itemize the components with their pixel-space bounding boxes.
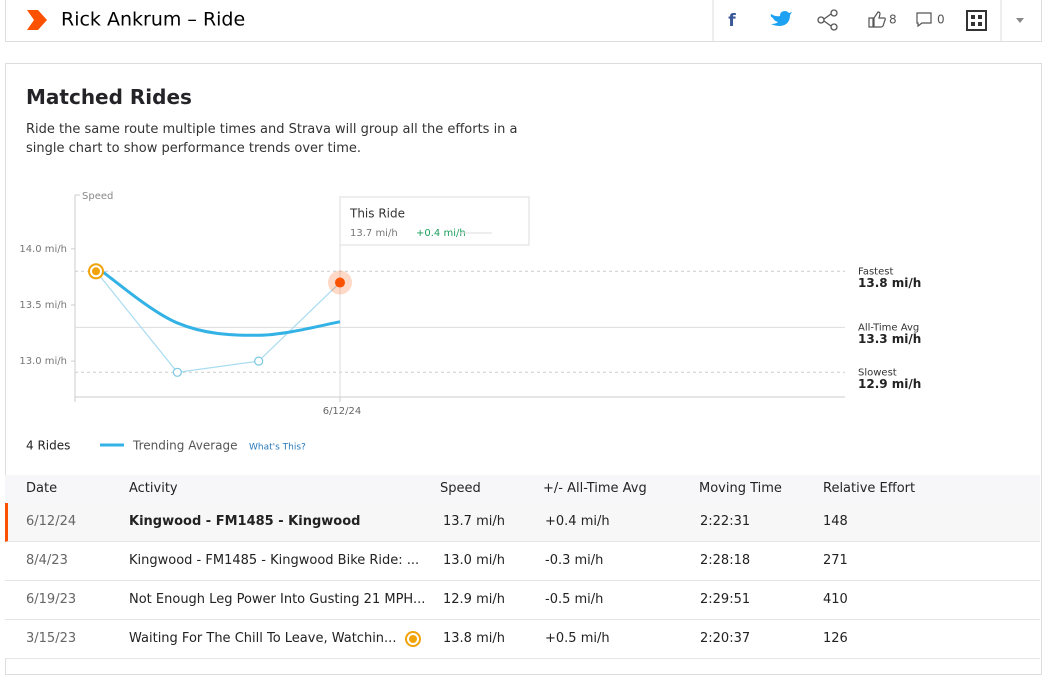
kudos-count: 8 [889, 13, 897, 27]
column-header: Date [26, 481, 58, 496]
comment-button[interactable] [916, 12, 932, 28]
table-cell: 6/12/24 [26, 514, 77, 529]
column-header: +/- All-Time Avg [543, 481, 647, 496]
tooltip-title: This Ride [349, 207, 405, 221]
menu-caret[interactable] [1016, 18, 1024, 23]
ride-point [254, 356, 264, 366]
table-cell: 126 [823, 631, 848, 646]
table-cell: 12.9 mi/h [443, 592, 505, 607]
reference-value: 12.9 mi/h [858, 377, 921, 391]
tooltip-speed: 13.7 mi/h [350, 228, 398, 239]
y-axis-label: Speed [82, 191, 113, 202]
table-cell: -0.3 mi/h [545, 553, 604, 568]
current-ride-point [334, 277, 345, 288]
twitter-button[interactable] [770, 11, 792, 26]
table-cell: 2:20:37 [700, 631, 751, 646]
table-cell: 2:22:31 [700, 514, 751, 529]
table-cell: +0.5 mi/h [545, 631, 610, 646]
legend-label: Trending Average [132, 439, 238, 453]
table-cell: 6/19/23 [26, 592, 77, 607]
rides-line [95, 270, 341, 373]
activity-link[interactable]: Kingwood - FM1485 - Kingwood Bike Ride: … [129, 553, 420, 568]
activity-link[interactable]: Kingwood - FM1485 - Kingwood [129, 514, 361, 529]
reference-value: 13.3 mi/h [858, 332, 921, 346]
kudos-button[interactable] [868, 11, 886, 28]
reference-name: All-Time Avg [858, 322, 919, 333]
x-tick-label: 6/12/24 [323, 406, 362, 417]
y-tick-label: 14.0 mi/h [19, 244, 67, 255]
qr-button[interactable] [966, 10, 987, 31]
trend-line [95, 265, 341, 337]
activity-link[interactable]: Waiting For The Chill To Leave, Watchin.… [129, 631, 397, 646]
table-cell: 410 [823, 592, 848, 607]
share-button[interactable] [817, 9, 838, 31]
table-row[interactable] [5, 620, 1040, 659]
table-cell: 271 [823, 553, 848, 568]
y-tick-label: 13.5 mi/h [19, 300, 67, 311]
activity-link[interactable]: Not Enough Leg Power Into Gusting 21 MPH… [129, 592, 426, 607]
comment-count: 0 [937, 13, 945, 27]
tooltip-box [339, 196, 530, 246]
column-header: Speed [440, 481, 481, 496]
legend-link[interactable]: What's This? [249, 443, 306, 453]
facebook-button[interactable]: f [728, 11, 736, 31]
header-bar: Rick Ankrum – Ride f 8 0 [27, 0, 1024, 41]
table-cell: 13.8 mi/h [443, 631, 505, 646]
table-cell: 148 [823, 514, 848, 529]
best-ride-core [92, 267, 100, 276]
reference-name: Slowest [858, 367, 897, 378]
table-row[interactable] [5, 581, 1040, 620]
logo [27, 10, 47, 30]
column-header: Activity [129, 481, 178, 496]
reference-value: 13.8 mi/h [858, 276, 921, 290]
rides-count: 4 Rides [26, 439, 70, 453]
ride-point [172, 367, 182, 377]
table-cell: 3/15/23 [26, 631, 77, 646]
y-tick-label: 13.0 mi/h [19, 356, 67, 367]
column-header: Relative Effort [823, 481, 916, 496]
table-cell: +0.4 mi/h [545, 514, 610, 529]
activity-title: Rick Ankrum – Ride [61, 9, 245, 31]
header [5, 0, 1042, 42]
table-cell: 8/4/23 [26, 553, 68, 568]
table-cell: 13.7 mi/h [443, 514, 505, 529]
column-header: Moving Time [699, 481, 782, 496]
table-row[interactable] [5, 503, 1040, 542]
table-row[interactable] [5, 542, 1040, 581]
section-title: Matched Rides [26, 85, 192, 109]
reference-name: Fastest [858, 266, 893, 277]
table-cell: -0.5 mi/h [545, 592, 604, 607]
table-cell: 13.0 mi/h [443, 553, 505, 568]
table-cell: 2:29:51 [700, 592, 751, 607]
table-cell: 2:28:18 [700, 553, 751, 568]
tooltip-difference: +0.4 mi/h [416, 228, 466, 239]
section-description: Ride the same route multiple times and S… [26, 122, 518, 156]
best-effort-icon [405, 631, 421, 647]
